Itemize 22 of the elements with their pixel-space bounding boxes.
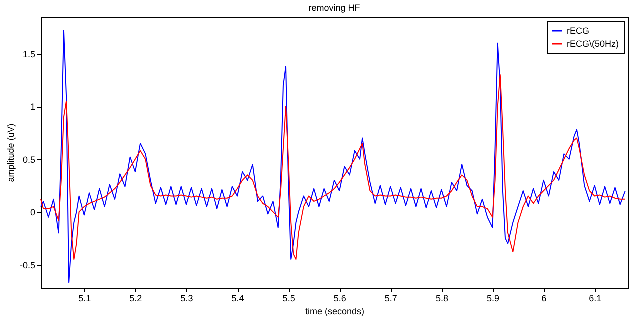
- legend-label: rECG\(50Hz): [567, 39, 620, 49]
- x-tick-label: 5.6: [334, 294, 346, 304]
- x-tick-label: 5.4: [232, 294, 244, 304]
- x-axis-title: time (seconds): [305, 306, 365, 316]
- chart-title: removing HF: [308, 3, 361, 13]
- y-tick-label: 1: [30, 102, 36, 112]
- x-tick-label: 5.2: [130, 294, 142, 304]
- y-axis-title: amplitude (uV): [6, 124, 16, 182]
- y-tick-label: 0.5: [22, 154, 36, 165]
- legend-label: rECG: [567, 26, 590, 36]
- x-tick-label: 5.5: [282, 294, 296, 304]
- x-tick-label: 5.1: [78, 294, 92, 304]
- x-tick-label: 6: [542, 294, 547, 304]
- x-tick-label: 5.9: [486, 294, 500, 304]
- x-tick-label: 5.3: [180, 294, 194, 304]
- y-tick-label: 0: [30, 208, 36, 218]
- x-tick-label: 5.7: [384, 294, 398, 304]
- y-tick-label: -0.5: [20, 260, 36, 270]
- y-tick-label: 1.5: [22, 49, 36, 60]
- x-tick-label: 5.8: [436, 294, 448, 304]
- line-series: [40, 74, 626, 260]
- x-tick-label: 6.1: [589, 294, 602, 304]
